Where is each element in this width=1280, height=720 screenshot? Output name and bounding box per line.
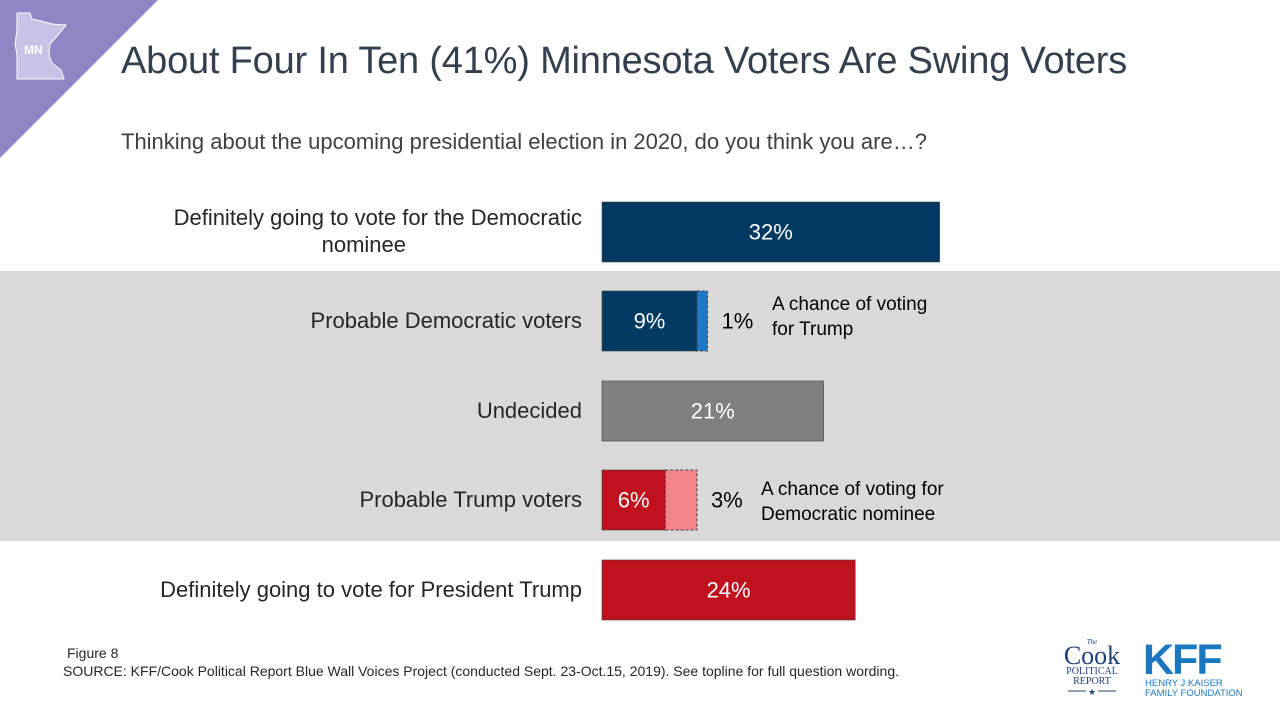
category-label-probable-dem: Probable Democratic voters (310, 308, 582, 333)
source-note: SOURCE: KFF/Cook Political Report Blue W… (63, 663, 899, 679)
category-label-line: Definitely going to vote for the Democra… (173, 205, 582, 230)
data-label-probable-trump: 6% (618, 488, 650, 513)
note-chance-trump: A chance of voting for Trump (772, 292, 927, 342)
note-line: Democratic nominee (761, 504, 936, 525)
data-label-definite-trump: 24% (707, 578, 751, 603)
data-label-probable-dem-chance: 1% (722, 309, 754, 334)
note-line: A chance of voting (772, 294, 928, 315)
svg-text:POLITICAL: POLITICAL (1066, 666, 1118, 677)
figure-number: Figure 8 (67, 645, 119, 661)
category-label-definite-dem: Definitely going to vote for the Democra… (174, 204, 582, 258)
data-label-probable-dem: 9% (634, 309, 666, 334)
kff-logo: KFF HENRY J KAISER FAMILY FOUNDATION (1143, 636, 1243, 699)
data-label-undecided: 21% (691, 399, 735, 424)
data-label-definite-dem: 32% (749, 220, 793, 245)
data-label-probable-trump-chance: 3% (711, 488, 743, 513)
bar-probable-trump-chance (664, 469, 698, 531)
minnesota-map-icon (14, 12, 67, 80)
bar-definite-trump (601, 559, 856, 621)
category-label-line: nominee (321, 232, 406, 257)
bar-probable-trump (601, 469, 666, 531)
svg-text:The: The (1087, 638, 1098, 646)
category-label-definite-trump: Definitely going to vote for President T… (160, 577, 582, 602)
bar-probable-dem (601, 290, 698, 352)
note-chance-dem: A chance of voting for Democratic nomine… (761, 477, 944, 527)
page-title: About Four In Ten (41%) Minnesota Voters… (121, 40, 1128, 82)
category-label-undecided: Undecided (476, 398, 582, 423)
svg-text:FAMILY FOUNDATION: FAMILY FOUNDATION (1145, 688, 1243, 699)
bar-probable-dem-chance (696, 290, 709, 352)
bar-undecided (601, 380, 824, 442)
state-abbrev: MN (24, 43, 43, 57)
svg-text:REPORT: REPORT (1073, 676, 1111, 687)
bar-definite-dem (601, 201, 940, 263)
question-text: Thinking about the upcoming presidential… (121, 129, 927, 154)
star-icon: ★ (1088, 688, 1096, 698)
note-line: for Trump (772, 319, 854, 340)
corner-state-badge: MN (0, 0, 158, 158)
category-label-probable-trump: Probable Trump voters (359, 487, 582, 512)
svg-text:HENRY J KAISER: HENRY J KAISER (1145, 678, 1223, 689)
svg-text:Cook: Cook (1064, 641, 1120, 670)
note-line: A chance of voting for (761, 479, 944, 500)
svg-text:KFF: KFF (1143, 636, 1221, 684)
cook-political-report-logo: The Cook POLITICAL REPORT ★ (1064, 638, 1120, 698)
